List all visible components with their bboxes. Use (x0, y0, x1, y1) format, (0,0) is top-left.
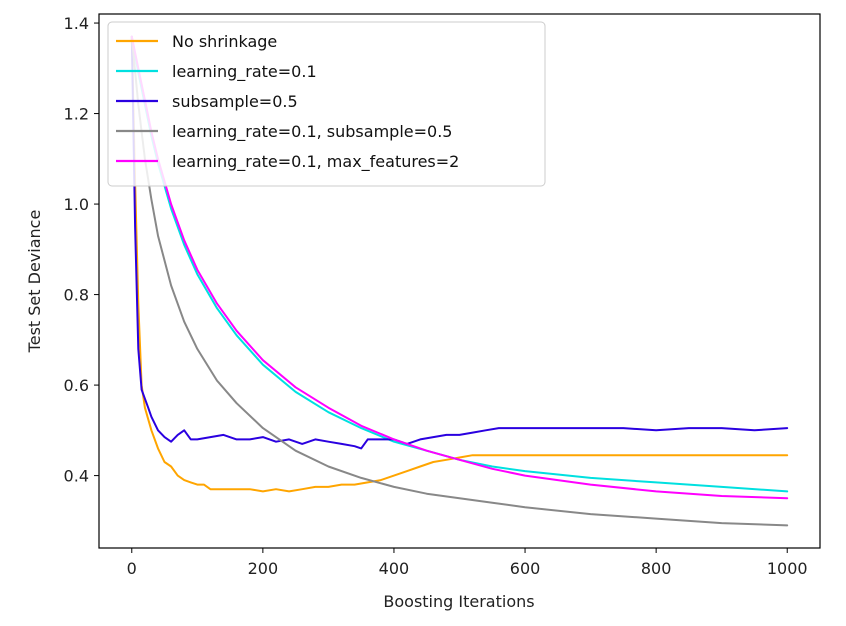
y-tick-label: 0.6 (64, 376, 89, 395)
y-tick-label: 1.2 (64, 105, 89, 124)
series-line-1 (130, 35, 789, 493)
x-tick-label: 600 (510, 559, 541, 578)
y-tick-label: 1.0 (64, 195, 89, 214)
x-tick-label: 1000 (767, 559, 808, 578)
x-tick-label: 400 (379, 559, 410, 578)
plot-frame (98, 13, 821, 549)
y-tick-label: 0.4 (64, 467, 89, 486)
legend-label-5: learning_rate=0.1, max_features=2 (172, 152, 459, 172)
x-tick-label: 800 (641, 559, 672, 578)
series-line-4 (130, 35, 789, 527)
x-axis-ticks: 0 200 400 600 800 1000 (127, 548, 808, 578)
x-axis-label: Boosting Iterations (383, 592, 534, 611)
legend-label-2: learning_rate=0.1 (172, 62, 317, 82)
y-axis-ticks: 0.4 0.6 0.8 1.0 1.2 1.4 (64, 14, 99, 486)
legend-label-3: subsample=0.5 (172, 92, 298, 111)
legend-label-4: learning_rate=0.1, subsample=0.5 (172, 122, 452, 142)
y-axis-label: Test Set Deviance (25, 210, 44, 354)
series-line-3 (130, 35, 789, 450)
legend-label-1: No shrinkage (172, 32, 277, 51)
x-tick-label: 0 (127, 559, 137, 578)
y-tick-label: 0.8 (64, 286, 89, 305)
y-tick-label: 1.4 (64, 14, 89, 33)
x-tick-label: 200 (248, 559, 279, 578)
legend-box (107, 21, 546, 187)
legend: No shrinkage learning_rate=0.1 subsample=0… (107, 21, 546, 187)
